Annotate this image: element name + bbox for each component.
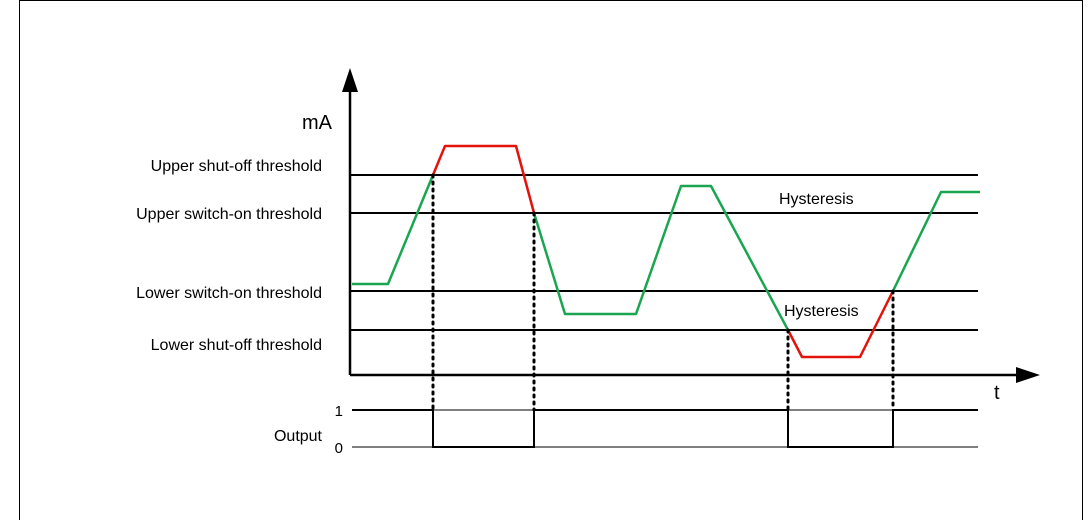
x-axis-label: t (994, 382, 1000, 404)
output-high-label: 1 (335, 403, 343, 420)
lower-switchon-label: Lower switch-on threshold (136, 285, 322, 302)
signal-curve-green-1 (352, 174, 435, 286)
figure-frame (19, 0, 1083, 520)
upper-shutoff-label: Upper shut-off threshold (151, 158, 322, 175)
upper-hysteresis-label: Hysteresis (779, 191, 854, 208)
signal-curve-red-2 (786, 290, 895, 359)
x-axis-arrow (1016, 367, 1040, 383)
y-axis-arrow (342, 68, 358, 92)
upper-switchon-label: Upper switch-on threshold (136, 206, 322, 223)
signal-curve-green-2 (532, 184, 790, 331)
y-axis-label: mA (302, 112, 333, 134)
output-low-label: 0 (335, 440, 343, 457)
signal-curve-red-1 (431, 144, 536, 214)
lower-hysteresis-label: Hysteresis (784, 303, 859, 320)
signal-curve-green-3 (891, 190, 980, 292)
output-label: Output (274, 428, 323, 445)
lower-shutoff-label: Lower shut-off threshold (151, 337, 322, 354)
output-waveform (352, 409, 978, 448)
